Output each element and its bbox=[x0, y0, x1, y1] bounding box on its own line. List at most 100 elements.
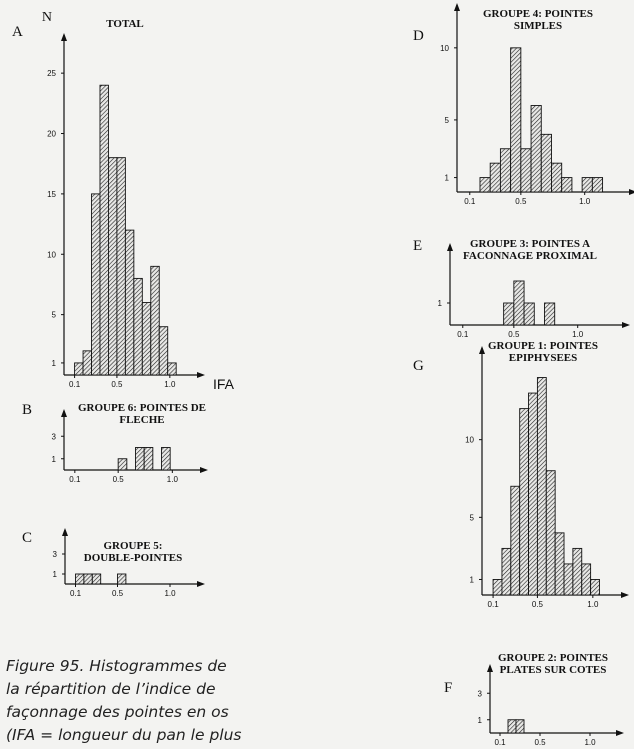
bar bbox=[590, 579, 600, 596]
bar bbox=[581, 563, 592, 596]
bar bbox=[503, 302, 515, 326]
y-tick-label: 5 bbox=[445, 116, 450, 125]
y-arrow bbox=[479, 346, 485, 354]
x-tick-label: 0.5 bbox=[534, 738, 546, 747]
bar bbox=[561, 177, 573, 193]
bar bbox=[545, 470, 556, 596]
x-tick-label: 0.1 bbox=[69, 380, 81, 389]
x-tick-label: 0.1 bbox=[464, 197, 476, 206]
bar bbox=[82, 350, 92, 376]
bar bbox=[117, 458, 128, 471]
bar bbox=[591, 177, 604, 193]
bar bbox=[544, 302, 556, 326]
panel-letter: A bbox=[12, 24, 23, 40]
y-arrow bbox=[61, 33, 67, 41]
y-tick-label: 1 bbox=[438, 299, 443, 308]
x-tick-label: 1.0 bbox=[572, 330, 584, 339]
y-tick-label: 3 bbox=[478, 689, 483, 698]
bar bbox=[158, 326, 169, 376]
x-tick-label: 1.0 bbox=[587, 600, 599, 609]
panel-letter: B bbox=[22, 402, 33, 418]
bar bbox=[135, 447, 145, 471]
panel-title: TOTAL bbox=[106, 18, 144, 30]
bar bbox=[167, 362, 177, 376]
x-tick-label: 0.1 bbox=[488, 600, 500, 609]
y-tick-label: 5 bbox=[470, 513, 475, 522]
bar bbox=[141, 302, 152, 376]
bar bbox=[499, 148, 512, 193]
bar bbox=[530, 105, 542, 193]
bar bbox=[161, 447, 171, 471]
bar bbox=[124, 229, 135, 376]
y-tick-label: 5 bbox=[52, 311, 57, 320]
y-tick-label: 1 bbox=[470, 575, 475, 584]
x-tick-label: 1.0 bbox=[164, 380, 176, 389]
x-tick-label: 0.5 bbox=[532, 600, 544, 609]
y-tick-label: 1 bbox=[52, 455, 57, 464]
x-tick-label: 0.1 bbox=[69, 475, 81, 484]
bar bbox=[479, 177, 491, 193]
x-tick-label: 0.5 bbox=[111, 380, 123, 389]
x-tick-label: 0.1 bbox=[494, 738, 506, 747]
bar bbox=[554, 532, 565, 596]
x-tick-label: 0.5 bbox=[113, 475, 125, 484]
y-tick-label: 3 bbox=[52, 432, 57, 441]
x-arrow bbox=[197, 581, 205, 587]
x-tick-label: 1.0 bbox=[584, 738, 596, 747]
figure-caption: Figure 95. Histogrammes de la répartitio… bbox=[6, 657, 242, 744]
bar bbox=[563, 563, 574, 596]
bar bbox=[492, 579, 503, 596]
bar bbox=[501, 547, 512, 596]
y-tick-label: 1 bbox=[52, 359, 57, 368]
x-arrow bbox=[629, 189, 634, 195]
bar bbox=[116, 157, 126, 376]
panel-title: GROUPE 1: POINTES EPIPHYSEES bbox=[487, 340, 598, 364]
bar bbox=[75, 573, 85, 585]
bar bbox=[83, 573, 93, 585]
x-tick-label: 0.5 bbox=[508, 330, 520, 339]
panel-title: GROUPE 6: POINTES DE FLECHE bbox=[77, 402, 207, 426]
x-tick-label: 0.5 bbox=[515, 197, 527, 206]
bar bbox=[107, 157, 118, 376]
panel-title: GROUPE 2: POINTES PLATES SUR COTES bbox=[497, 652, 608, 676]
x-arrow bbox=[197, 372, 205, 378]
x-arrow bbox=[622, 322, 630, 328]
y-tick-label: 20 bbox=[47, 130, 56, 139]
y-arrow bbox=[61, 409, 67, 417]
bar bbox=[523, 302, 535, 326]
y-tick-label: 10 bbox=[440, 44, 449, 53]
bar bbox=[91, 573, 102, 585]
bar bbox=[91, 193, 101, 376]
y-arrow bbox=[454, 3, 460, 11]
bar bbox=[528, 392, 538, 596]
x-axis-label: IFA bbox=[213, 376, 235, 392]
x-arrow bbox=[616, 730, 624, 736]
bar bbox=[536, 377, 547, 596]
y-tick-label: 3 bbox=[53, 550, 58, 559]
panel-letter: G bbox=[413, 358, 424, 374]
y-tick-label: 1 bbox=[53, 570, 58, 579]
x-tick-label: 0.1 bbox=[457, 330, 469, 339]
y-tick-label: 1 bbox=[445, 174, 450, 183]
y-arrow bbox=[487, 664, 493, 672]
x-tick-label: 1.0 bbox=[579, 197, 591, 206]
bar bbox=[143, 447, 154, 471]
bar bbox=[99, 84, 109, 376]
bar bbox=[551, 162, 563, 193]
panel-letter: F bbox=[444, 680, 453, 696]
bar bbox=[510, 485, 521, 596]
bar bbox=[581, 177, 593, 193]
bar bbox=[507, 719, 517, 734]
x-tick-label: 1.0 bbox=[164, 589, 176, 598]
panel-letter: E bbox=[413, 238, 423, 254]
bar bbox=[513, 280, 525, 326]
y-arrow bbox=[62, 528, 68, 536]
x-tick-label: 1.0 bbox=[167, 475, 179, 484]
x-arrow bbox=[200, 467, 208, 473]
panel-title: GROUPE 4: POINTES SIMPLES bbox=[482, 8, 593, 32]
panel-letter: D bbox=[413, 28, 424, 44]
bar bbox=[133, 277, 143, 376]
panel-title: GROUPE 5: DOUBLE-POINTES bbox=[83, 540, 183, 564]
